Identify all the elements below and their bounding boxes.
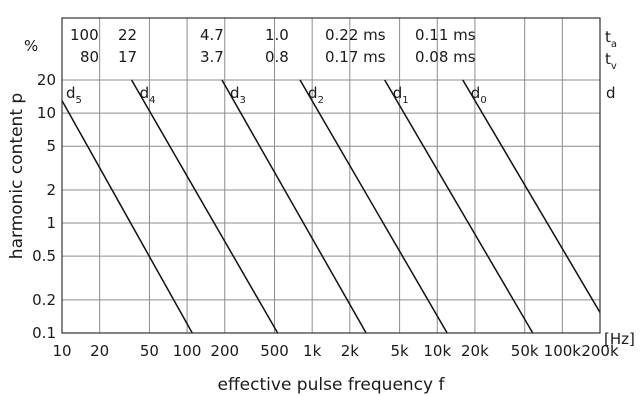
top-row-tv-value: 17	[118, 48, 137, 66]
row-label-d: d	[606, 84, 616, 102]
x-tick-label: 20k	[461, 342, 489, 360]
series-line-d4	[130, 79, 279, 333]
series-label-d3: d3	[230, 84, 246, 106]
x-tick-label: 10k	[423, 342, 451, 360]
x-tick-label: 2k	[341, 342, 360, 360]
y-tick-label: 2	[46, 181, 56, 199]
top-row-ta-value: 4.7	[200, 26, 224, 44]
series-line-d5	[62, 100, 193, 333]
top-row-ta-value: 1.0	[265, 26, 289, 44]
x-tick-label: 100k	[544, 342, 582, 360]
x-axis-title: effective pulse frequency f	[218, 375, 446, 395]
plot-frame	[61, 17, 601, 334]
series-line-d3	[221, 79, 367, 333]
x-tick-label: 20	[90, 342, 109, 360]
x-tick-label: 200k	[581, 342, 619, 360]
y-tick-label: 10	[37, 104, 56, 122]
series-label-d0: d0	[471, 84, 487, 106]
x-tick-label: 500	[260, 342, 289, 360]
series-label-d4: d4	[140, 84, 156, 106]
series-line-d2	[299, 79, 448, 333]
top-row-tv-value: 3.7	[200, 48, 224, 66]
series-line-d0	[462, 79, 600, 314]
x-unit-label: [Hz]	[604, 330, 635, 348]
top-row-tv-value: 80	[80, 48, 99, 66]
top-row-ta-value: 0.11 ms	[415, 26, 476, 44]
x-tick-label: 100	[173, 342, 202, 360]
x-tick-label: 50	[140, 342, 159, 360]
y-tick-label: 0.5	[32, 247, 56, 265]
x-tick-label: 10	[52, 342, 71, 360]
row-label-ta: ta	[605, 28, 617, 50]
top-row-ta-value: 22	[118, 26, 137, 44]
labels: 10 20 50 100 200 500 1k 2k 5k 10k 20k 50k 100k 200k 0.…	[32, 26, 619, 360]
series-lines	[62, 79, 600, 333]
y-tick-label: 20	[37, 71, 56, 89]
x-tick-label: 1k	[303, 342, 322, 360]
y-tick-label: 1	[46, 214, 56, 232]
y-tick-label: 0.1	[32, 324, 56, 342]
top-row-ta-value: 0.22 ms	[325, 26, 386, 44]
y-tick-label: 0.2	[32, 291, 56, 309]
top-row-tv-value: 0.17 ms	[325, 48, 386, 66]
x-tick-label: 200	[210, 342, 239, 360]
top-row-tv-value: 0.8	[265, 48, 289, 66]
y-axis-title: harmonic content p	[7, 93, 27, 259]
series-label-d2: d2	[308, 84, 324, 106]
top-row-tv-value: 0.08 ms	[415, 48, 476, 66]
y-tick-label: 5	[46, 137, 56, 155]
series-line-d1	[384, 79, 534, 333]
y-unit-label: %	[24, 37, 38, 55]
row-label-tv: tv	[605, 50, 617, 72]
series-label-d5: d5	[66, 84, 82, 106]
top-row-ta-value: 100	[70, 26, 99, 44]
series-label-d1: d1	[393, 84, 409, 106]
x-tick-label: 50k	[511, 342, 539, 360]
x-tick-label: 5k	[390, 342, 409, 360]
